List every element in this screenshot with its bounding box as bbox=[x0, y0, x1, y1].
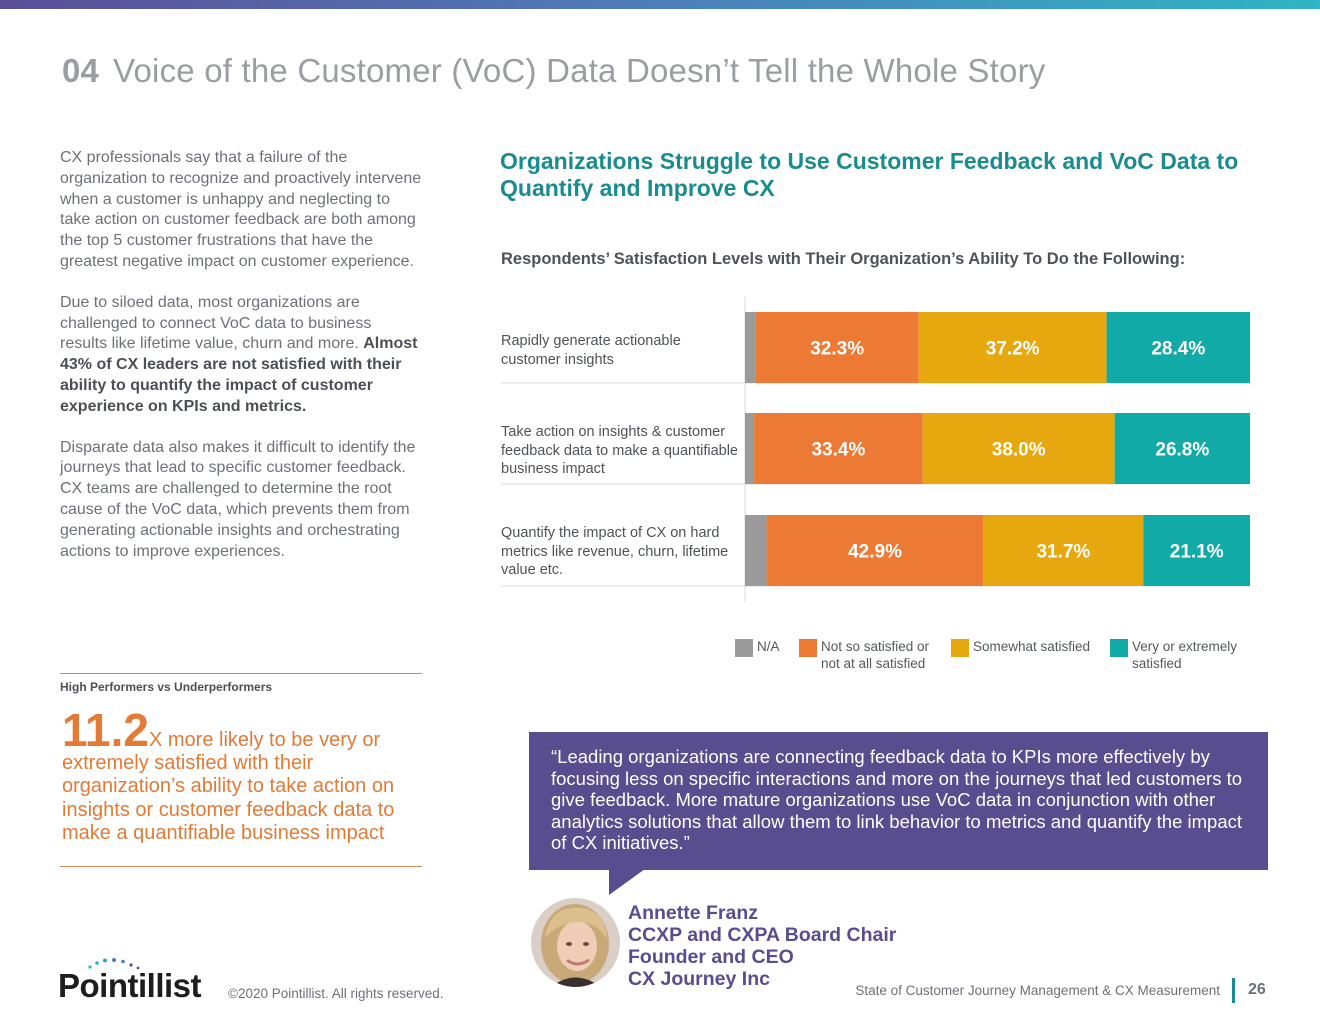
bar-segment bbox=[766, 515, 984, 586]
chart-legend: N/A Not so satisfied or not at all satis… bbox=[735, 638, 1265, 678]
category-label: Take action on insights & customer feedb… bbox=[501, 424, 738, 477]
speaker-role: CCXP and CXPA Board Chair bbox=[628, 924, 897, 946]
quote-box: “Leading organizations are connecting fe… bbox=[529, 732, 1268, 870]
bar-segment bbox=[1114, 413, 1250, 484]
data-label: 21.1% bbox=[1170, 542, 1224, 563]
pointillist-logo: Pointillist bbox=[58, 957, 208, 1005]
quote-tail bbox=[609, 869, 645, 895]
page-title: 04 Voice of the Customer (VoC) Data Doesn… bbox=[62, 52, 1045, 90]
bar-segment bbox=[745, 515, 767, 586]
legend-item: N/A bbox=[735, 638, 795, 657]
bar-segment bbox=[918, 312, 1107, 383]
legend-item: Very or extremely satisfied bbox=[1110, 638, 1260, 672]
high-performers-stat: 11.2X more likely to be very or extremel… bbox=[62, 707, 424, 845]
legend-label: Somewhat satisfied bbox=[973, 639, 1091, 654]
bar-segment bbox=[983, 515, 1144, 586]
intro-paragraph: CX professionals say that a failure of t… bbox=[60, 149, 422, 270]
siloed-data-paragraph: Due to siloed data, most organizations a… bbox=[60, 293, 422, 418]
chart-title: Organizations Struggle to Use Customer F… bbox=[500, 148, 1239, 201]
report-title: State of Customer Journey Management & C… bbox=[855, 983, 1220, 998]
quote-text: “Leading organizations are connecting fe… bbox=[551, 746, 1243, 853]
legend-swatch bbox=[951, 639, 969, 657]
avatar-illustration bbox=[531, 898, 620, 987]
bar-segment bbox=[922, 413, 1115, 484]
logo-dots-icon bbox=[88, 958, 140, 970]
data-label: 31.7% bbox=[1036, 542, 1090, 563]
data-label: 42.9% bbox=[848, 542, 902, 563]
data-label: 33.4% bbox=[811, 440, 865, 461]
logo-wordmark: Pointillist bbox=[58, 967, 202, 1004]
page-title-text: Voice of the Customer (VoC) Data Doesn’t… bbox=[113, 52, 1046, 89]
legend-item: Not so satisfied or not at all satisfied bbox=[799, 638, 949, 672]
divider-bottom bbox=[60, 866, 422, 867]
data-label: 28.4% bbox=[1151, 339, 1205, 360]
left-column: CX professionals say that a failure of t… bbox=[60, 148, 422, 582]
siloed-data-text: Due to siloed data, most organizations a… bbox=[60, 293, 372, 353]
speaker-company: CX Journey Inc bbox=[628, 968, 770, 990]
legend-swatch bbox=[735, 639, 753, 657]
legend-label: N/A bbox=[757, 639, 780, 654]
stat-text: X more likely to be very or extremely sa… bbox=[62, 729, 395, 844]
legend-label: Not so satisfied or not at all satisfied bbox=[821, 639, 930, 671]
section-number: 04 bbox=[62, 52, 100, 89]
speaker-title: Founder and CEO bbox=[628, 946, 794, 968]
copyright: ©2020 Pointillist. All rights reserved. bbox=[228, 986, 444, 1001]
data-label: 26.8% bbox=[1155, 440, 1209, 461]
bar-segment bbox=[754, 413, 923, 484]
siloed-data-highlight: Almost 43% of CX leaders are not satisfi… bbox=[60, 335, 418, 415]
top-gradient-bar bbox=[0, 0, 1320, 9]
bar-segment bbox=[1143, 515, 1250, 586]
disparate-data-paragraph: Disparate data also makes it difficult t… bbox=[60, 438, 416, 560]
category-label: Quantify the impact of CX on hard metric… bbox=[501, 525, 729, 578]
bar-segment bbox=[1106, 312, 1250, 383]
bar-segment bbox=[755, 312, 919, 383]
legend-item: Somewhat satisfied bbox=[951, 638, 1111, 657]
stat-number: 11.2 bbox=[62, 704, 149, 756]
footer-separator bbox=[1232, 978, 1235, 1003]
legend-swatch bbox=[1110, 639, 1128, 657]
data-label: 38.0% bbox=[992, 440, 1046, 461]
chart-subtitle: Respondents’ Satisfaction Levels with Th… bbox=[501, 250, 1186, 268]
page-number: 26 bbox=[1248, 981, 1266, 998]
bar-segment bbox=[745, 312, 756, 383]
data-label: 37.2% bbox=[986, 339, 1040, 360]
bar-segment bbox=[745, 413, 755, 484]
legend-swatch bbox=[799, 639, 817, 657]
avatar bbox=[531, 898, 620, 987]
legend-label: Very or extremely satisfied bbox=[1132, 639, 1238, 671]
speaker-info: Annette Franz CCXP and CXPA Board Chair … bbox=[628, 902, 896, 990]
speaker-name: Annette Franz bbox=[628, 902, 759, 924]
divider-top bbox=[60, 673, 422, 674]
high-performers-label: High Performers vs Underperformers bbox=[60, 680, 273, 694]
data-label: 32.3% bbox=[810, 339, 864, 360]
category-label: Rapidly generate actionable customer ins… bbox=[501, 333, 681, 368]
